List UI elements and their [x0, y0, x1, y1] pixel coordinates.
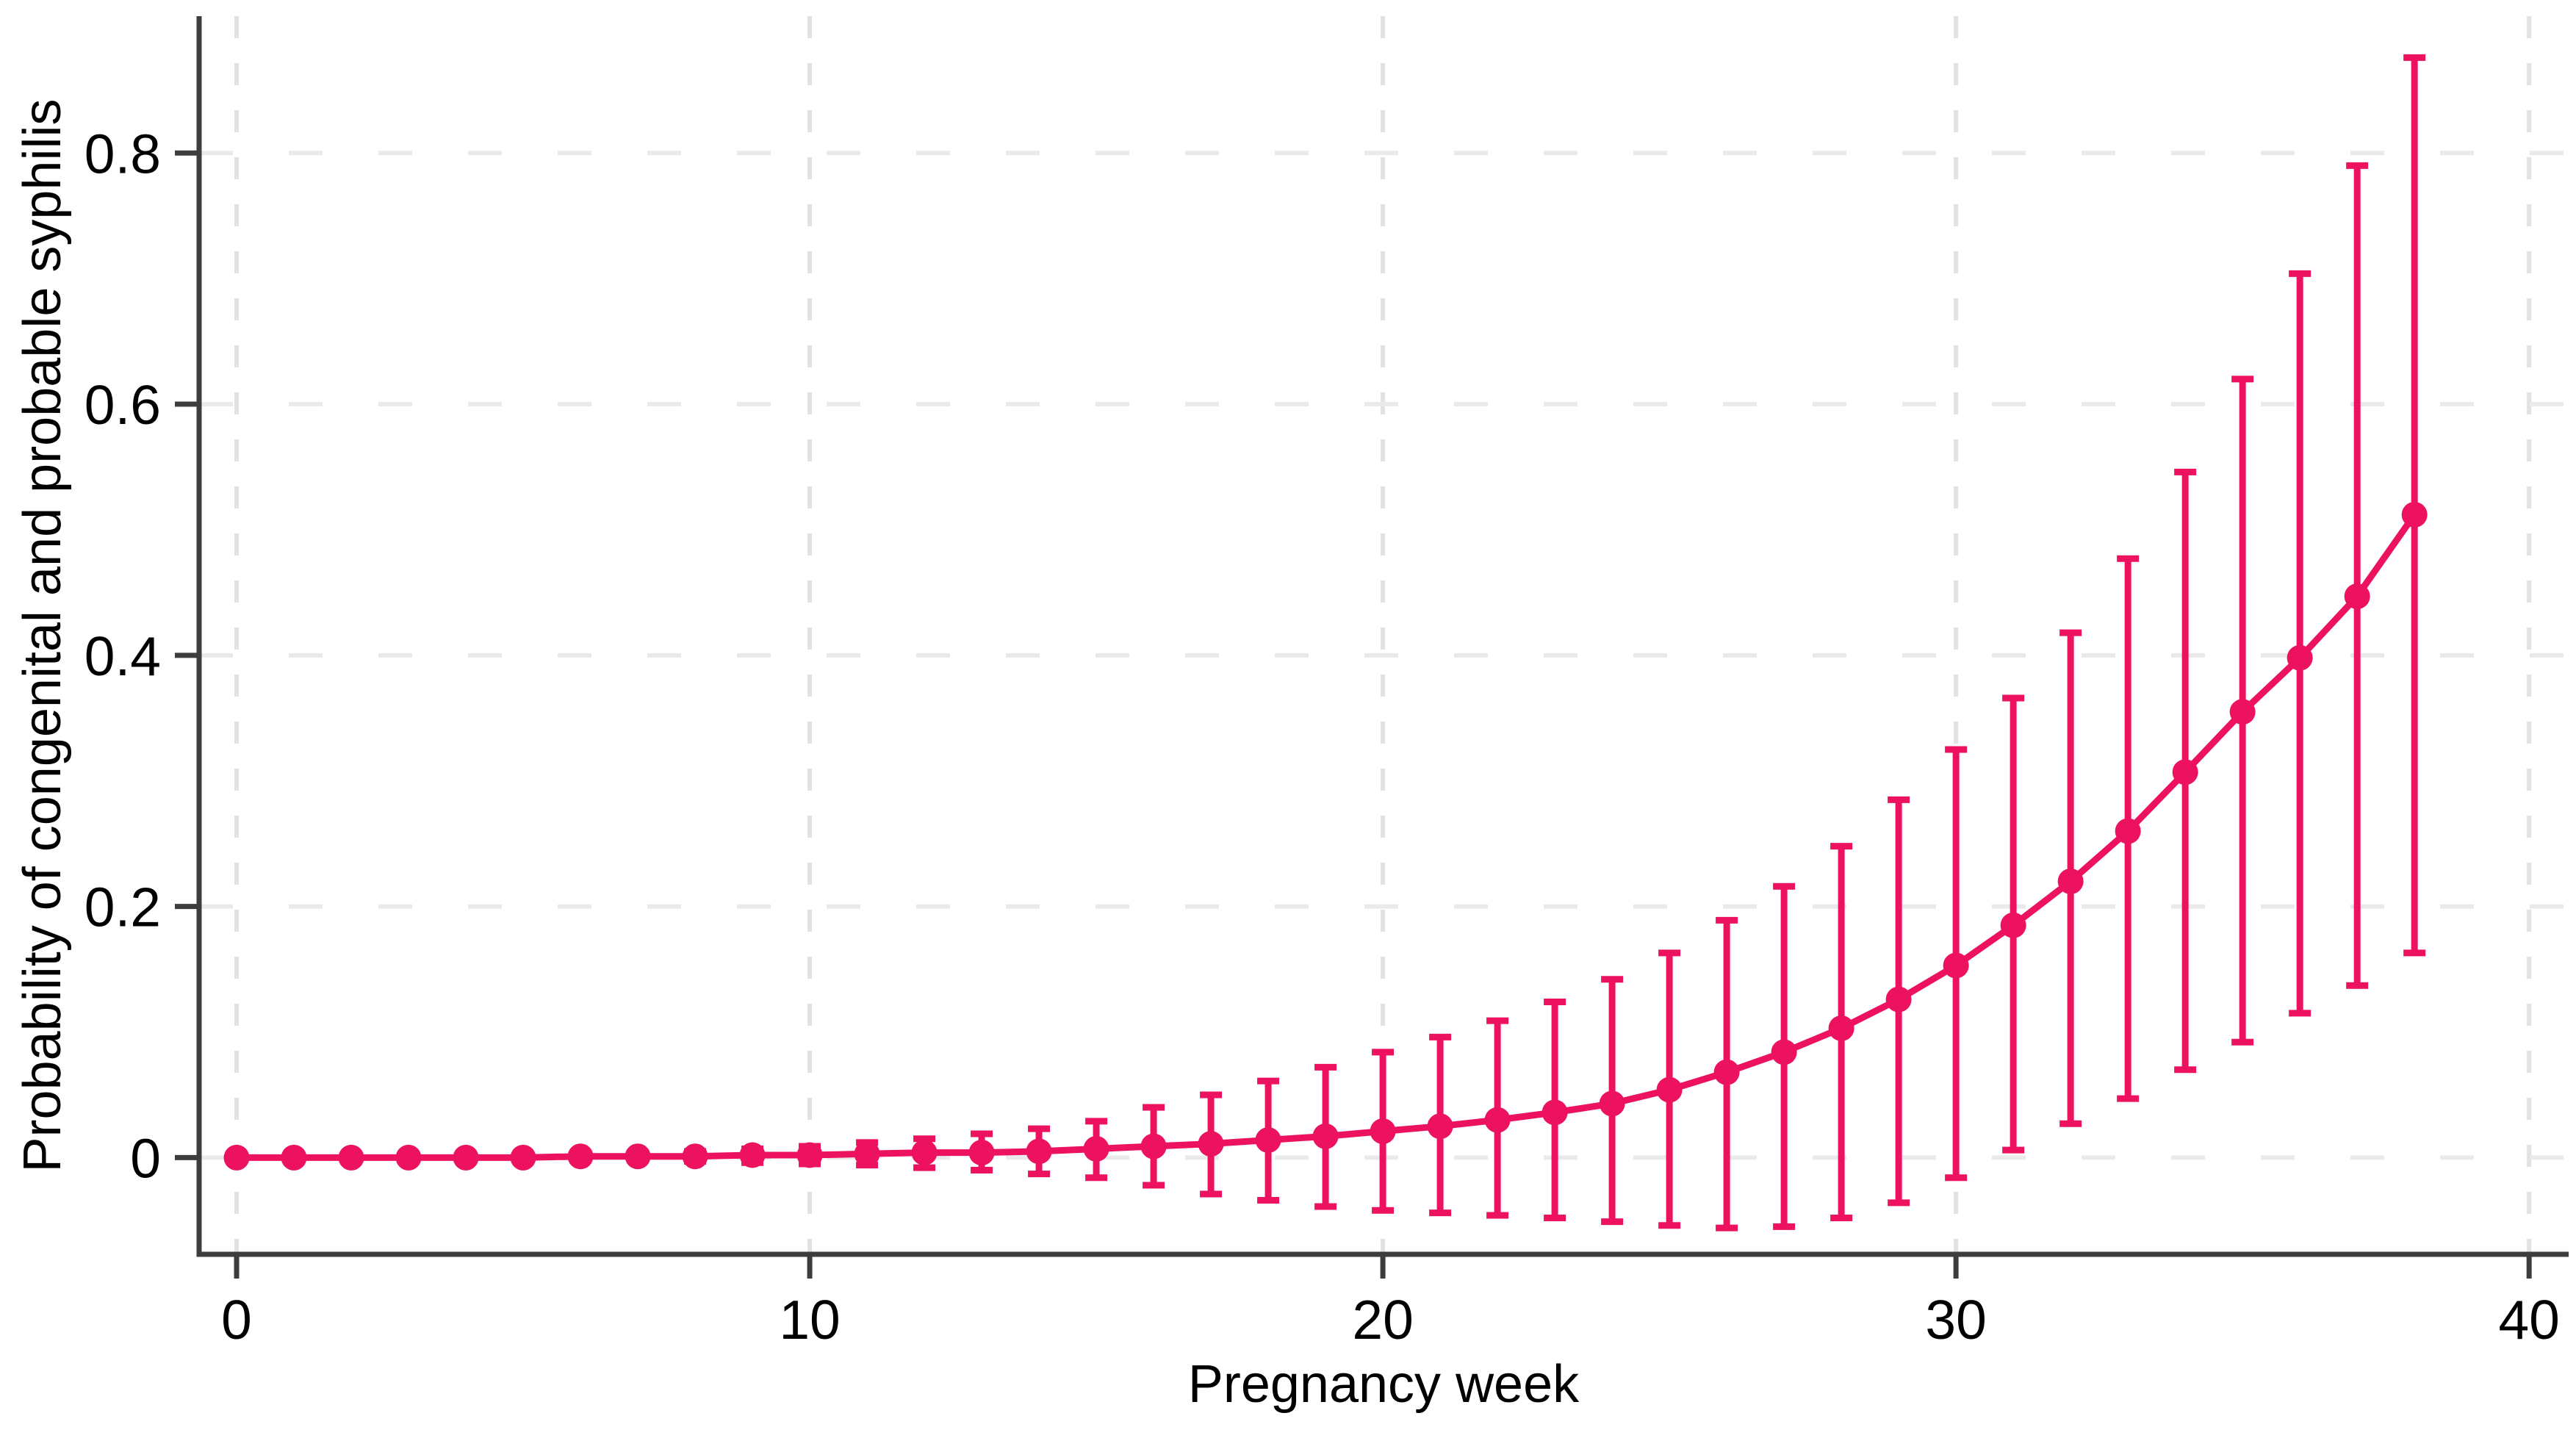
data-point-marker [1140, 1133, 1167, 1160]
data-point-marker [281, 1144, 307, 1171]
x-tick-label: 0 [221, 1289, 252, 1351]
data-point-marker [625, 1143, 651, 1170]
data-point-marker [1255, 1126, 1281, 1153]
data-point-marker [1484, 1107, 1511, 1133]
data-point-marker [854, 1140, 880, 1167]
x-tick-label: 10 [779, 1289, 840, 1351]
data-point-marker [1427, 1113, 1453, 1140]
data-point-marker [1370, 1118, 1396, 1145]
data-point-marker [223, 1144, 250, 1171]
data-point-marker [2000, 912, 2026, 938]
data-point-marker [338, 1144, 364, 1171]
data-point-marker [1026, 1138, 1052, 1165]
data-point-marker [1656, 1076, 1683, 1103]
data-point-marker [2344, 583, 2370, 610]
x-tick-label: 20 [1352, 1289, 1413, 1351]
x-axis-title: Pregnancy week [1187, 1355, 1580, 1414]
data-point-marker [1943, 952, 1969, 979]
data-point-marker [682, 1143, 708, 1170]
data-point-marker [1599, 1090, 1625, 1117]
data-point-marker [1828, 1015, 1854, 1041]
y-axis-title: Probability of congenital and probable s… [13, 98, 72, 1173]
series-line [237, 512, 2417, 1161]
data-point-marker [510, 1144, 536, 1171]
data-point-marker [1312, 1123, 1339, 1149]
data-point-marker [1713, 1059, 1740, 1085]
data-point-marker [2057, 868, 2084, 894]
data-point-marker [911, 1140, 938, 1166]
y-tick-label: 0.2 [84, 877, 161, 938]
y-tick-label: 0 [130, 1127, 161, 1189]
data-point-marker [2401, 501, 2428, 528]
data-point-marker [796, 1142, 823, 1168]
y-tick-label: 0.8 [84, 123, 161, 184]
data-point-marker [1198, 1131, 1224, 1157]
data-point-marker [453, 1144, 479, 1171]
data-point-marker [1083, 1135, 1109, 1162]
y-tick-label: 0.6 [84, 374, 161, 436]
data-point-marker [739, 1142, 766, 1168]
x-tick-label: 40 [2498, 1289, 2559, 1351]
data-point-marker [968, 1140, 995, 1166]
data-point-marker [395, 1144, 422, 1171]
data-point-marker [1771, 1039, 1797, 1065]
data-point-marker [2287, 644, 2313, 671]
data-point-marker [1885, 986, 1912, 1013]
x-tick-label: 30 [1925, 1289, 1986, 1351]
data-point-marker [2229, 699, 2256, 725]
data-point-marker [2172, 759, 2198, 785]
data-point-marker [2115, 818, 2141, 844]
data-point-marker [567, 1143, 594, 1170]
data-point-marker [1541, 1099, 1568, 1126]
y-tick-label: 0.4 [84, 625, 161, 687]
